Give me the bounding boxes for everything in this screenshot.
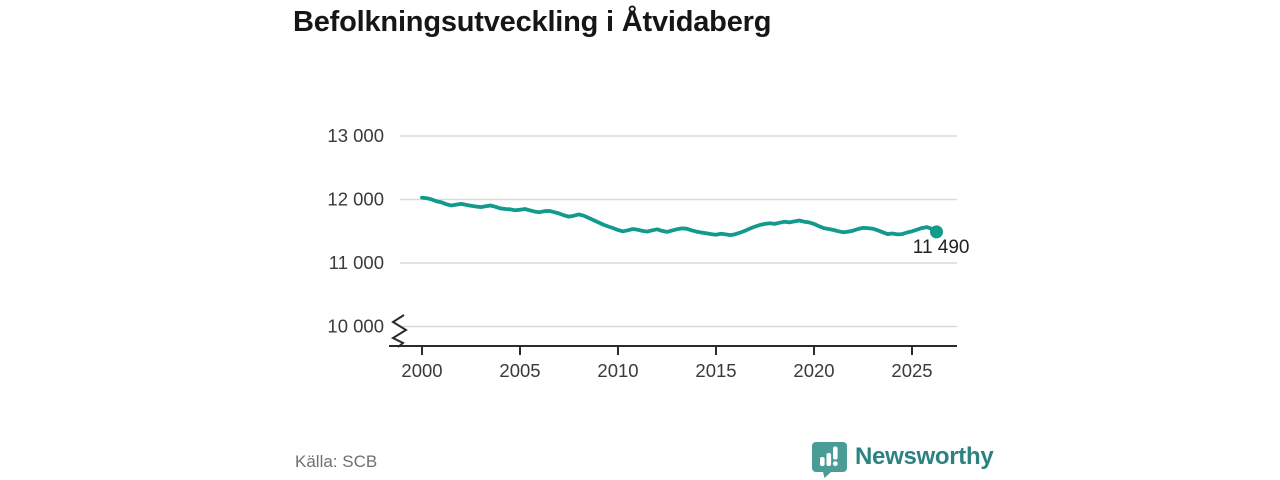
y-tick-label-13000: 13 000 [327,125,384,146]
x-tick-label-2010: 2010 [597,360,638,381]
y-tick-label-10000: 10 000 [327,316,384,337]
x-tick-label-2020: 2020 [793,360,834,381]
chart-title: Befolkningsutveckling i Åtvidaberg [293,6,772,38]
y-tick-label-12000: 12 000 [327,189,384,210]
last-value-dot [930,225,943,239]
population-line [420,195,939,238]
newsworthy-logo-text: Newsworthy [855,443,994,470]
logo-exclamation-dot [832,461,838,467]
source-note: Källa: SCB [295,452,378,471]
last-value-label: 11 490 [913,237,970,258]
y-axis-break-zigzag [390,314,408,348]
logo-bar-medium [826,453,832,466]
x-tick-label-2015: 2015 [695,360,736,381]
newsworthy-logo: Newsworthy [812,441,994,479]
logo-exclamation-bar [833,446,838,460]
x-tick-label-2005: 2005 [499,360,540,381]
y-tick-label-11000: 11 000 [329,252,384,273]
newsworthy-logo-icon [812,442,847,478]
logo-bar-small [820,457,825,466]
x-tick-label-2000: 2000 [401,360,442,381]
x-tick-label-2025: 2025 [891,360,932,381]
